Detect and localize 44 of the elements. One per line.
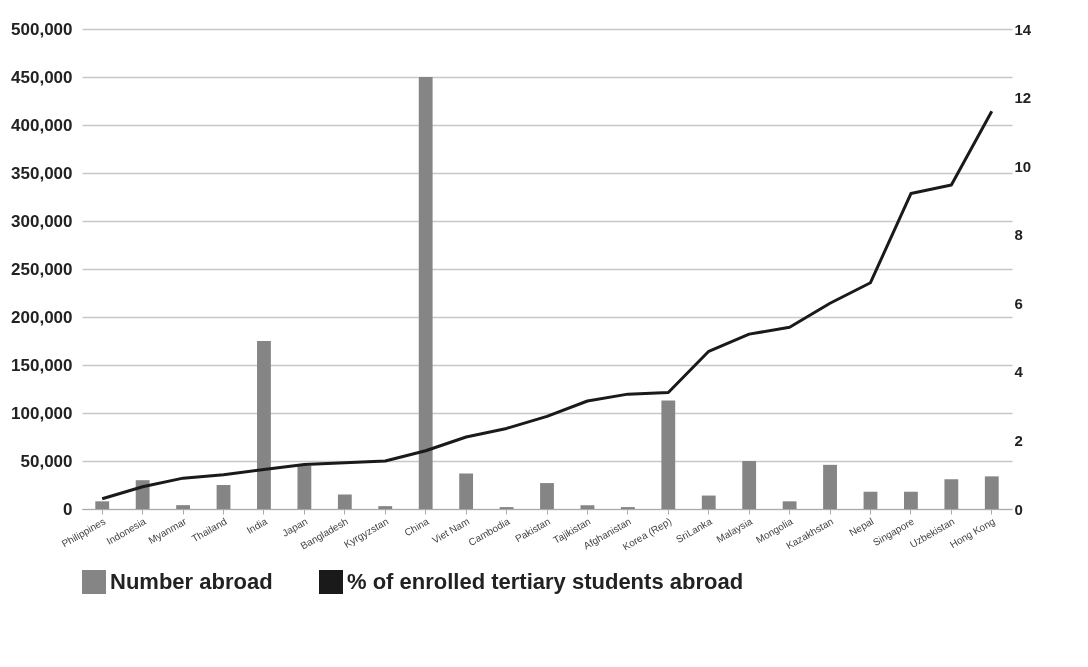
- bar: [418, 77, 433, 509]
- y2-tick-label: 12: [1014, 89, 1032, 107]
- bar: [863, 491, 878, 509]
- x-tick-label: India: [244, 515, 270, 536]
- bar: [823, 464, 837, 509]
- bar: [540, 483, 554, 509]
- y-tick-label: 200,000: [11, 307, 73, 327]
- bar: [95, 501, 110, 509]
- y2-tick-label: 6: [1014, 294, 1023, 312]
- y2-tick-label: 10: [1014, 157, 1032, 175]
- y-tick-label: 100,000: [11, 403, 73, 423]
- y-tick-label: 350,000: [11, 163, 73, 183]
- legend-label: % of enrolled tertiary students abroad: [347, 569, 744, 594]
- y-tick-label: 400,000: [11, 115, 73, 135]
- legend-label: Number abroad: [110, 569, 273, 594]
- y-tick-label: 500,000: [11, 19, 73, 39]
- y-tick-label: 0: [63, 499, 73, 519]
- bar: [701, 495, 716, 509]
- bar: [378, 506, 393, 509]
- y2-tick-label: 14: [1014, 20, 1032, 38]
- bar: [216, 485, 231, 509]
- y2-tick-label: 4: [1014, 363, 1024, 381]
- bar: [782, 501, 797, 509]
- bar: [944, 479, 959, 509]
- bar: [257, 341, 271, 509]
- y-tick-label: 50,000: [20, 451, 73, 471]
- bar: [661, 400, 676, 509]
- bar: [984, 476, 999, 509]
- line-series: [100, 109, 994, 501]
- bar: [337, 494, 352, 509]
- x-tick-label: China: [402, 515, 432, 539]
- y-tick-label: 250,000: [11, 259, 73, 279]
- y2-tick-label: 8: [1014, 226, 1023, 244]
- y2-tick-label: 2: [1014, 431, 1023, 449]
- y-tick-label: 450,000: [11, 67, 73, 87]
- bar: [904, 491, 918, 509]
- bar: [742, 461, 757, 509]
- bar: [297, 465, 312, 509]
- bar: [580, 505, 595, 509]
- bar: [176, 505, 190, 509]
- y2-tick-label: 0: [1014, 500, 1023, 518]
- y-tick-label: 300,000: [11, 211, 73, 231]
- y-tick-label: 150,000: [11, 355, 73, 375]
- bar: [459, 473, 474, 509]
